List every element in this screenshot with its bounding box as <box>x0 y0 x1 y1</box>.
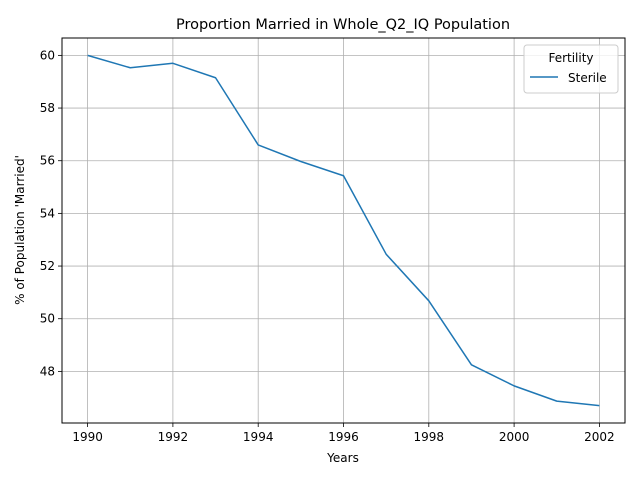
x-axis-label: Years <box>326 451 359 465</box>
legend-box <box>523 44 619 94</box>
x-tick-label: 2002 <box>584 430 615 444</box>
y-tick-label: 48 <box>40 364 55 378</box>
x-tick-label: 1994 <box>243 430 274 444</box>
x-tick-label: 1998 <box>414 430 445 444</box>
y-tick-label: 58 <box>40 101 55 115</box>
y-tick-label: 52 <box>40 259 55 273</box>
grid-lines <box>62 38 625 423</box>
x-tick-label: 1992 <box>158 430 189 444</box>
legend-label-sterile: Sterile <box>568 71 607 85</box>
y-tick-label: 54 <box>40 206 55 220</box>
legend-title: Fertility <box>548 51 593 65</box>
y-tick-label: 50 <box>40 312 55 326</box>
y-tick-label: 60 <box>40 48 55 62</box>
series-line-group <box>87 54 600 407</box>
x-tick-label: 1996 <box>328 430 359 444</box>
chart-title: Proportion Married in Whole_Q2_IQ Popula… <box>176 17 510 33</box>
x-axis-ticks: 1990 1992 1994 1996 1998 2000 2002 <box>72 423 615 444</box>
legend: Fertility Sterile <box>523 44 619 94</box>
y-tick-label: 56 <box>40 154 55 168</box>
y-axis-ticks: 48 50 52 54 56 58 60 <box>40 48 62 378</box>
x-tick-label: 2000 <box>499 430 530 444</box>
x-tick-label: 1990 <box>72 430 103 444</box>
y-axis-label: % of Population 'Married' <box>13 155 27 305</box>
